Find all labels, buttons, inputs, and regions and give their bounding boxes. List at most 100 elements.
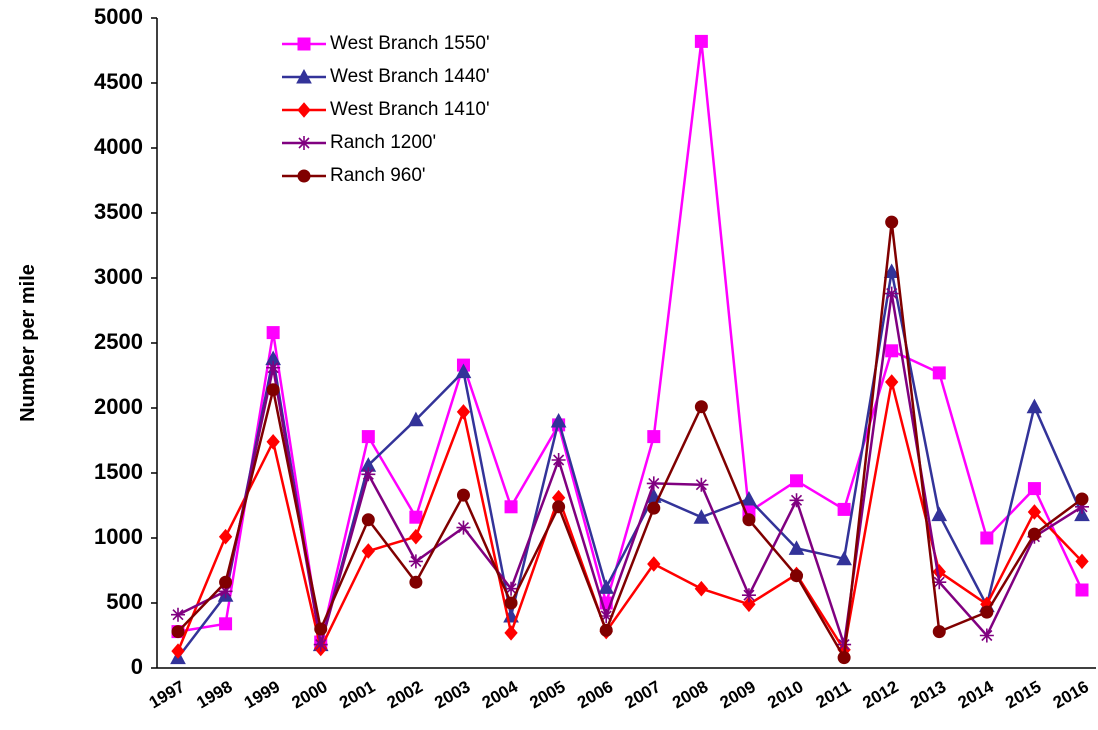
marker	[218, 528, 233, 545]
marker	[361, 513, 375, 527]
legend-label: West Branch 1410'	[330, 99, 490, 120]
marker	[171, 607, 185, 622]
marker	[1075, 499, 1089, 514]
x-tick-label: 2015	[1002, 677, 1044, 712]
marker	[884, 286, 899, 301]
marker	[296, 68, 312, 84]
marker	[789, 493, 804, 508]
y-tick-label: 500	[106, 589, 143, 614]
marker	[504, 596, 518, 610]
marker	[836, 550, 852, 566]
x-tick-label: 2002	[384, 677, 426, 712]
x-tick-label: 2006	[574, 677, 616, 712]
marker	[980, 605, 994, 619]
marker	[297, 37, 311, 51]
x-tick-label: 1999	[241, 677, 283, 712]
marker	[504, 625, 518, 641]
x-tick-label: 2014	[955, 677, 998, 713]
marker	[599, 623, 613, 637]
x-tick-label: 2016	[1050, 677, 1092, 712]
marker	[266, 326, 280, 340]
marker	[455, 363, 472, 379]
marker	[456, 404, 471, 420]
marker	[297, 102, 311, 118]
marker	[171, 643, 185, 659]
legend: West Branch 1550' West Branch 1440' West B…	[282, 33, 490, 186]
x-tick-label: 2009	[717, 677, 759, 712]
marker	[932, 366, 946, 380]
marker	[1026, 398, 1043, 414]
x-tick-label: 2010	[764, 677, 806, 712]
x-tick-label: 2005	[526, 677, 568, 712]
marker	[885, 215, 899, 229]
x-tick-label: 2004	[479, 677, 522, 713]
marker	[741, 490, 757, 506]
marker	[171, 625, 185, 639]
marker	[837, 502, 851, 516]
marker	[314, 622, 328, 636]
marker	[552, 500, 566, 514]
marker	[788, 540, 805, 555]
marker	[694, 580, 709, 597]
marker	[932, 625, 946, 639]
marker	[742, 513, 756, 527]
marker	[408, 554, 423, 569]
y-tick-label: 4000	[94, 134, 143, 159]
marker	[932, 575, 947, 590]
legend-label: Ranch 960'	[330, 165, 426, 186]
marker	[266, 383, 280, 397]
y-tick-label: 2500	[94, 329, 143, 354]
marker	[297, 136, 311, 150]
marker	[297, 169, 311, 183]
marker	[551, 453, 566, 467]
marker	[313, 637, 328, 652]
marker	[361, 430, 375, 444]
y-tick-label: 2000	[94, 394, 143, 419]
y-tick-label: 1000	[94, 524, 143, 549]
x-tick-label: 1997	[146, 677, 188, 712]
marker	[790, 569, 804, 583]
y-tick-label: 3000	[94, 264, 143, 289]
y-tick-label: 1500	[94, 459, 143, 484]
marker	[837, 637, 852, 652]
marker	[1027, 482, 1041, 496]
marker	[409, 510, 423, 524]
marker	[790, 474, 804, 488]
marker	[647, 556, 661, 572]
x-tick-label: 1998	[193, 677, 235, 712]
marker	[694, 477, 709, 492]
marker	[1074, 506, 1090, 522]
y-tick-label: 3500	[94, 199, 143, 224]
marker	[1075, 553, 1089, 570]
marker	[219, 617, 233, 631]
marker	[219, 575, 233, 589]
marker	[694, 400, 708, 414]
marker	[1075, 583, 1089, 597]
y-tick-label: 5000	[94, 4, 143, 29]
series-line	[177, 221, 1083, 662]
marker	[218, 584, 233, 599]
marker	[979, 628, 994, 643]
marker	[599, 609, 614, 623]
legend-label: West Branch 1550'	[330, 33, 490, 54]
marker	[598, 579, 615, 594]
x-tick-label: 2007	[622, 677, 664, 712]
x-tick-label: 2012	[859, 677, 901, 712]
marker	[646, 476, 661, 491]
marker	[1027, 504, 1042, 520]
marker	[456, 520, 471, 535]
legend-label: Ranch 1200'	[330, 132, 436, 153]
marker	[550, 412, 567, 428]
marker	[883, 263, 900, 278]
marker	[266, 360, 281, 375]
x-tick-label: 2001	[336, 677, 378, 712]
x-tick-label: 2011	[813, 677, 854, 712]
marker	[504, 500, 518, 514]
marker	[409, 528, 423, 545]
marker	[741, 588, 756, 603]
marker	[837, 651, 851, 665]
y-axis-label: Number per mile	[17, 264, 39, 422]
marker	[1075, 492, 1089, 506]
y-tick-label: 0	[131, 654, 143, 679]
